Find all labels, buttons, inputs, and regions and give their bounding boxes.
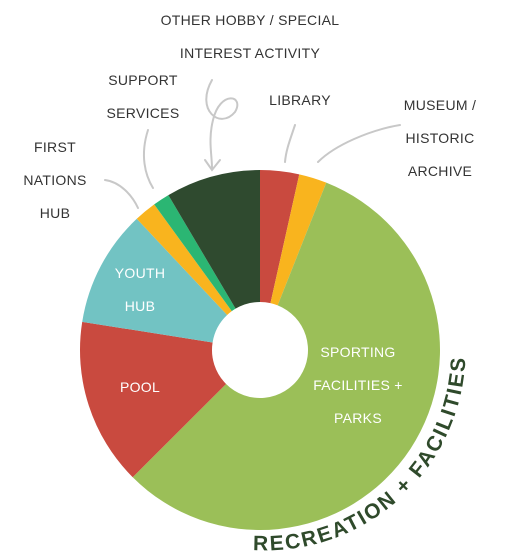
slice (260, 170, 300, 304)
slice (270, 174, 327, 306)
arrow (104, 179, 139, 209)
slice-label: LIBRARY (269, 92, 331, 108)
slices (79, 170, 440, 530)
slice-label: SUPPORT SERVICES (106, 72, 180, 121)
arrow (204, 159, 221, 172)
slice-label: FIRST NATIONS HUB (23, 139, 87, 221)
arrow (142, 129, 154, 189)
slice-label: OTHER HOBBY / SPECIAL INTEREST ACTIVITY (160, 12, 340, 61)
slice (79, 321, 227, 478)
slice-label: POOL (119, 379, 161, 395)
slice (82, 218, 228, 343)
slice (136, 204, 232, 316)
slice (154, 195, 236, 312)
arrow (205, 79, 239, 169)
slice-label: YOUTH HUB (114, 265, 166, 314)
slice (168, 170, 260, 309)
arrow (284, 124, 296, 163)
arrow (317, 124, 401, 163)
slice-label: SPORTING FACILITIES + PARKS (313, 344, 403, 426)
slice-label: MUSEUM / HISTORIC ARCHIVE (403, 97, 477, 179)
slice (132, 182, 440, 530)
